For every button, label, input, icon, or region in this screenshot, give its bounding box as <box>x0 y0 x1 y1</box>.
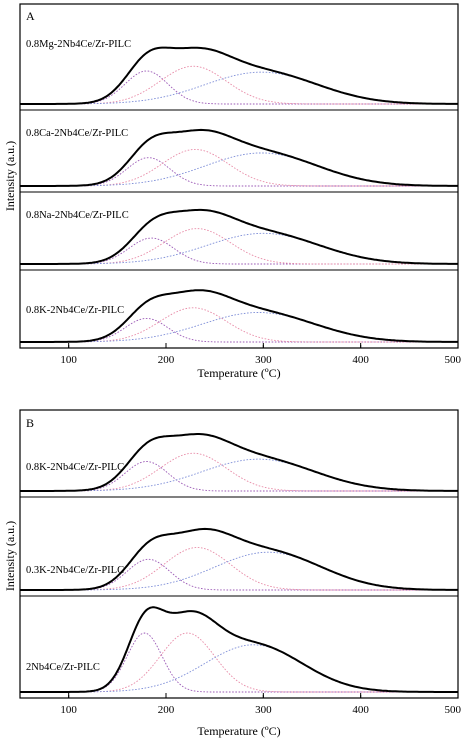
trace-label: 0.8K-2Nb4Ce/Zr-PILC <box>26 305 124 316</box>
panel-a-y-axis-label: Intensity (a.u.) <box>3 141 17 211</box>
x-tick-label: 300 <box>255 704 272 716</box>
component-peak-1 <box>20 307 458 343</box>
component-peak-0 <box>20 461 458 492</box>
trace-label: 0.8Na-2Nb4Ce/Zr-PILC <box>26 210 129 221</box>
panel-b-y-axis-label: Intensity (a.u.) <box>3 521 17 591</box>
panel-b-traces: 0.8K-2Nb4Ce/Zr-PILC 0.3K-2Nb4Ce/Zr-PILC 2N… <box>20 433 458 693</box>
envelope-curve <box>20 208 458 265</box>
envelope-curve <box>20 527 458 591</box>
component-peak-1 <box>20 65 458 105</box>
component-peak-0 <box>20 632 458 693</box>
x-tick-label: 100 <box>60 354 77 366</box>
panel-a-x-ticks: 100 200 300 400 500 <box>60 343 462 366</box>
envelope-curve <box>20 289 458 343</box>
trace-2: 0.8Na-2Nb4Ce/Zr-PILC <box>20 208 458 265</box>
component-peak-1 <box>20 148 458 187</box>
panel-b-x-ticks: 100 200 300 400 500 <box>60 693 462 716</box>
envelope-curve <box>20 606 458 693</box>
trace-1: 0.8Ca-2Nb4Ce/Zr-PILC <box>20 128 458 187</box>
component-peak-2 <box>20 232 458 265</box>
panel-b-frame <box>19 409 459 699</box>
component-peak-1 <box>20 632 458 693</box>
trace-label: 0.8Ca-2Nb4Ce/Zr-PILC <box>26 128 128 139</box>
x-tick-label: 200 <box>158 354 175 366</box>
trace-label: 0.3K-2Nb4Ce/Zr-PILC <box>26 565 124 576</box>
trace-label: 0.8K-2Nb4Ce/Zr-PILC <box>26 462 124 473</box>
panel-a-frame <box>19 3 459 349</box>
panel-a-label: A <box>26 9 35 23</box>
component-peak-2 <box>20 312 458 343</box>
x-tick-label: 100 <box>60 704 77 716</box>
x-tick-label: 400 <box>352 704 369 716</box>
panel-b-x-axis-label: Temperature (ºC) <box>197 724 280 738</box>
component-peak-2 <box>20 71 458 105</box>
component-peak-0 <box>20 70 458 105</box>
panel-a-x-axis-label: Temperature (ºC) <box>197 366 280 380</box>
panel-b-label: B <box>26 416 34 430</box>
panel-b: B 0.8K-2Nb4Ce/Zr-PILC 0.3K-2Nb4Ce/Zr-PILC… <box>3 409 462 738</box>
trace-0: 0.8Mg-2Nb4Ce/Zr-PILC <box>20 39 458 105</box>
x-tick-label: 300 <box>255 354 272 366</box>
trace-0: 0.8K-2Nb4Ce/Zr-PILC <box>20 433 458 492</box>
x-tick-label: 200 <box>158 704 175 716</box>
component-peak-1 <box>20 452 458 492</box>
trace-2: 2Nb4Ce/Zr-PILC <box>20 606 458 693</box>
panel-a-traces: 0.8Mg-2Nb4Ce/Zr-PILC 0.8Ca-2Nb4Ce/Zr-PILC… <box>20 39 458 343</box>
component-peak-1 <box>20 228 458 265</box>
x-tick-label: 500 <box>445 704 462 716</box>
trace-3: 0.8K-2Nb4Ce/Zr-PILC <box>20 289 458 343</box>
x-tick-label: 500 <box>445 354 462 366</box>
component-peak-1 <box>20 547 458 591</box>
component-peak-0 <box>20 237 458 265</box>
component-peak-2 <box>20 152 458 187</box>
trace-label: 0.8Mg-2Nb4Ce/Zr-PILC <box>26 39 131 50</box>
component-peak-0 <box>20 157 458 187</box>
trace-1: 0.3K-2Nb4Ce/Zr-PILC <box>20 527 458 591</box>
component-peak-2 <box>20 551 458 591</box>
component-peak-0 <box>20 317 458 343</box>
envelope-curve <box>20 46 458 105</box>
panel-a: A 0.8Mg-2Nb4Ce/Zr-PILC 0.8Ca-2Nb4Ce/Zr-PI… <box>3 3 462 380</box>
trace-label: 2Nb4Ce/Zr-PILC <box>26 662 100 673</box>
envelope-curve <box>20 128 458 187</box>
x-tick-label: 400 <box>352 354 369 366</box>
envelope-curve <box>20 433 458 492</box>
